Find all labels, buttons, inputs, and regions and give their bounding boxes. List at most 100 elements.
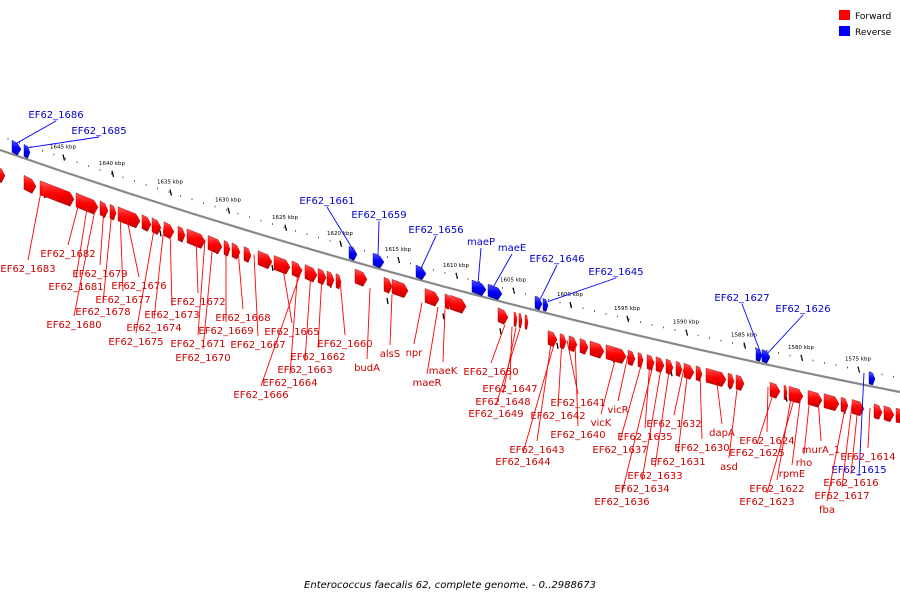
gene-label: EF62_1631: [650, 457, 705, 468]
label-leader-line: [260, 268, 303, 387]
gene-label: maeE: [498, 243, 526, 254]
gene-label: EF62_1624: [739, 436, 794, 447]
gene-label: EF62_1635: [617, 432, 672, 443]
label-leader-line: [699, 371, 703, 440]
major-tick: [743, 342, 747, 349]
label-leader-line: [99, 207, 105, 266]
forward-gene-arrow: [675, 361, 683, 377]
label-leader-line: [490, 324, 506, 364]
label-leader-line: [281, 262, 293, 324]
forward-gene-arrow: [257, 250, 273, 270]
major-tick: [227, 207, 231, 214]
legend-forward-swatch: [839, 10, 850, 20]
reverse-gene-arrow: [868, 371, 876, 386]
label-leader-line: [413, 302, 423, 345]
label-leader-line: [536, 336, 553, 442]
gene-label: EF62_1626: [775, 304, 830, 315]
gene-label: EF62_1645: [588, 267, 643, 278]
tick-label: 1615 kbp: [385, 247, 411, 253]
gene-label: EF62_1683: [0, 264, 55, 275]
label-leader-line: [547, 277, 617, 302]
gene-label: EF62_1660: [317, 339, 372, 350]
forward-gene-arrow: [783, 384, 788, 401]
label-leader-line: [442, 308, 446, 363]
forward-gene-arrow: [788, 386, 804, 404]
reverse-gene-arrow: [23, 143, 31, 159]
label-leader-line: [619, 358, 644, 442]
label-leader-line: [767, 314, 804, 354]
genome-title: Enterococcus faecalis 62, complete genom…: [304, 580, 596, 591]
gene-label: EF62_1642: [530, 411, 585, 422]
gene-label: EF62_1661: [299, 196, 354, 207]
gene-label: EF62_1625: [729, 448, 784, 459]
label-leader-line: [202, 241, 214, 350]
major-tick: [111, 170, 115, 178]
label-leader-line: [728, 380, 739, 459]
label-leader-line: [502, 327, 517, 394]
gene-label: EF62_1649: [468, 409, 523, 420]
major-tick: [339, 240, 343, 247]
label-leader-line: [75, 201, 89, 279]
label-leader-line: [326, 206, 354, 250]
reverse-gene-arrow: [348, 246, 358, 261]
forward-gene-arrow: [823, 393, 840, 412]
label-leader-line: [621, 361, 655, 494]
tick-label: 1630 kbp: [215, 198, 241, 204]
label-leader-line: [766, 386, 769, 433]
forward-gene-arrow: [883, 405, 895, 423]
label-leader-line: [119, 212, 124, 292]
label-leader-line: [135, 223, 156, 334]
label-leader-line: [756, 388, 776, 445]
minor-tick: [442, 313, 445, 320]
gene-label: EF62_1677: [95, 295, 150, 306]
gene-label: rpmE: [779, 469, 806, 480]
gene-label: EF62_1640: [550, 430, 605, 441]
label-leader-line: [366, 288, 371, 360]
reverse-gene-arrow: [534, 295, 543, 311]
gene-label: EF62_1678: [75, 307, 130, 318]
label-leader-line: [741, 303, 761, 352]
tick-label: 1575 kbp: [845, 357, 871, 363]
forward-gene-arrow: [559, 333, 567, 350]
label-leader-line: [776, 391, 793, 481]
gene-label: EF62_1644: [495, 457, 550, 468]
label-leader-line: [841, 404, 853, 488]
label-leader-line: [495, 328, 521, 406]
gene-label: EF62_1679: [72, 269, 127, 280]
gene-label: EF62_1676: [111, 281, 166, 292]
major-tick: [284, 224, 288, 231]
tick-label: 1580 kbp: [788, 345, 814, 351]
gene-label: EF62_1623: [739, 497, 794, 508]
forward-gene-arrow: [391, 279, 409, 299]
gene-label: EF62_1675: [108, 337, 163, 348]
gene-label: EF62_1665: [264, 327, 319, 338]
gene-label: EF62_1616: [823, 478, 878, 489]
forward-gene-arrow: [354, 268, 368, 287]
tick-label: 1625 kbp: [272, 215, 298, 221]
forward-gene-arrow: [727, 372, 735, 389]
label-leader-line: [791, 393, 802, 466]
label-leader-line: [715, 375, 723, 425]
forward-gene-arrow: [589, 340, 605, 359]
forward-gene-arrow: [627, 349, 636, 367]
label-leader-line: [867, 408, 871, 449]
label-leader-line: [477, 247, 482, 284]
gene-label: EF62_1685: [71, 126, 126, 137]
label-leader-line: [169, 228, 173, 307]
forward-gene-arrow: [383, 276, 393, 294]
forward-gene-arrow: [524, 314, 529, 330]
label-leader-line: [237, 249, 244, 310]
label-leader-line: [125, 214, 140, 278]
gene-label: EF62_1656: [408, 225, 463, 236]
label-leader-line: [858, 372, 865, 477]
tick-label: 1605 kbp: [500, 278, 526, 284]
forward-gene-arrow: [840, 396, 849, 413]
label-leader-line: [102, 209, 113, 304]
forward-gene-arrow: [518, 312, 523, 329]
reverse-gene-arrow: [471, 279, 487, 296]
forward-gene-arrow: [207, 235, 223, 255]
gene-label: EF62_1686: [28, 110, 83, 121]
label-leader-line: [389, 294, 393, 346]
major-tick: [626, 315, 630, 323]
